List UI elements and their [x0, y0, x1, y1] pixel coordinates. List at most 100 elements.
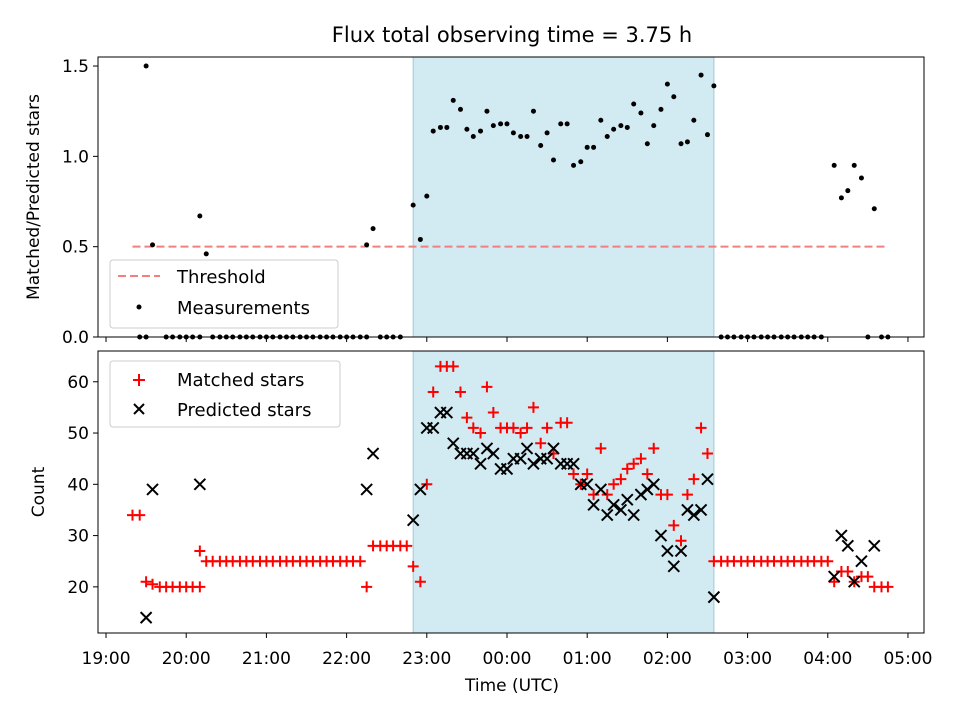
measurement-point: [564, 121, 570, 127]
measurement-point: [498, 121, 504, 127]
predicted-star-point: [440, 406, 454, 419]
matched-star-point: [675, 535, 687, 547]
predicted-star-point: [848, 575, 861, 588]
matched-star-point: [588, 489, 600, 501]
matched-star-point: [535, 437, 547, 449]
measurement-point: [684, 139, 690, 145]
y-tick-label: 50: [67, 424, 89, 444]
matched-star-point: [481, 381, 493, 393]
measurement-point: [558, 121, 564, 127]
legend-measurements-swatch: [136, 304, 142, 310]
predicted-star-point: [594, 483, 608, 496]
x-tick-label: 00:00: [482, 649, 531, 669]
measurement-point: [691, 117, 697, 123]
matched-star-point: [568, 468, 580, 480]
matched-star-point: [842, 565, 854, 577]
bottom-panel: 20 30 40 50 60 19:00 20:00 21:00 22:00 23:00 00:0…: [29, 350, 932, 696]
measurement-point: [578, 159, 584, 165]
predicted-star-point: [868, 539, 881, 553]
matched-star-point: [515, 427, 527, 439]
measurement-point: [504, 121, 510, 127]
measurement-point: [851, 162, 857, 168]
matched-star-point: [467, 422, 479, 434]
matched-star-point: [401, 540, 413, 552]
top-panel-frame: [97, 56, 925, 338]
matched-star-point: [194, 545, 206, 557]
matched-star-point: [668, 519, 680, 531]
measurement-point: [150, 242, 156, 248]
matched-star-point: [461, 412, 473, 424]
x-tick-label: 22:00: [322, 649, 371, 669]
measurement-point: [598, 117, 604, 123]
measurement-point: [711, 83, 717, 89]
bottom-panel-frame: [97, 350, 925, 634]
observing-window-highlight-bottom: [412, 350, 715, 634]
measurement-point: [644, 141, 650, 147]
matched-star-point: [648, 442, 660, 454]
predicted-star-point: [547, 442, 560, 455]
y-tick-label: 30: [67, 527, 89, 547]
x-tick-label: 04:00: [803, 649, 852, 669]
matched-star-point: [447, 360, 459, 372]
measurement-point: [591, 144, 597, 150]
predicted-star-point: [500, 462, 514, 476]
matched-star-point: [862, 571, 874, 583]
matched-star-point: [134, 509, 146, 521]
legend-matched-label: Matched stars: [177, 370, 304, 391]
matched-star-point: [628, 458, 640, 470]
predicted-star-point: [467, 447, 480, 460]
measurement-point: [831, 162, 837, 168]
measurement-point: [410, 202, 416, 208]
predicted-star-point: [427, 421, 440, 435]
measurement-point: [370, 226, 376, 232]
y-tick-label: 20: [67, 578, 89, 598]
measurement-point: [464, 126, 470, 132]
y-tick-label: 1.0: [62, 147, 89, 167]
measurement-point: [618, 123, 624, 129]
predicted-star-point: [835, 529, 848, 542]
predicted-star-point: [647, 478, 660, 491]
matched-star-point: [822, 555, 834, 567]
bottom-y-axis-label: Count: [29, 466, 49, 517]
predicted-star-point: [487, 447, 500, 460]
predicted-star-point: [601, 508, 614, 522]
predicted-star-point: [614, 503, 628, 517]
matched-star-point: [595, 442, 607, 454]
matched-star-point: [548, 448, 560, 460]
legend-matched-swatch: [133, 374, 145, 386]
matched-star-point: [701, 448, 713, 460]
x-tick-label: 21:00: [242, 649, 291, 669]
measurement-point: [530, 108, 536, 114]
predicted-star-point: [654, 529, 668, 542]
measurement-point: [510, 130, 516, 136]
matched-star-point: [615, 473, 627, 485]
legend-predicted-label: Predicted stars: [177, 400, 311, 421]
measurement-point: [430, 128, 436, 134]
measurement-point: [364, 242, 370, 248]
x-tick-label: 01:00: [563, 649, 612, 669]
predicted-star-point: [667, 560, 681, 573]
measurement-point: [571, 162, 577, 168]
matched-star-point: [688, 473, 700, 485]
measurement-point: [584, 144, 590, 150]
predicted-star-point: [661, 544, 674, 558]
predicted-star-point: [474, 457, 487, 471]
top-panel: 0.0 0.5 1.0 1.5 Matched/Predicted stars Thr…: [24, 56, 925, 348]
predicted-star-point: [366, 447, 380, 460]
measurement-point: [624, 124, 630, 130]
measurement-point: [490, 123, 496, 129]
measurement-point: [664, 81, 670, 87]
matched-star-point: [475, 427, 487, 439]
measurement-point: [444, 124, 450, 130]
bottom-legend: Matched stars Predicted stars: [109, 360, 341, 428]
measurement-point: [631, 101, 637, 107]
matched-star-point: [421, 478, 433, 490]
predicted-star-point: [627, 508, 640, 522]
measurement-point: [838, 195, 844, 201]
measurement-point: [457, 106, 463, 112]
matched-star-point: [147, 578, 159, 590]
matched-star-point: [527, 401, 539, 413]
measurement-point: [203, 251, 209, 257]
predicted-star-point: [607, 498, 620, 512]
